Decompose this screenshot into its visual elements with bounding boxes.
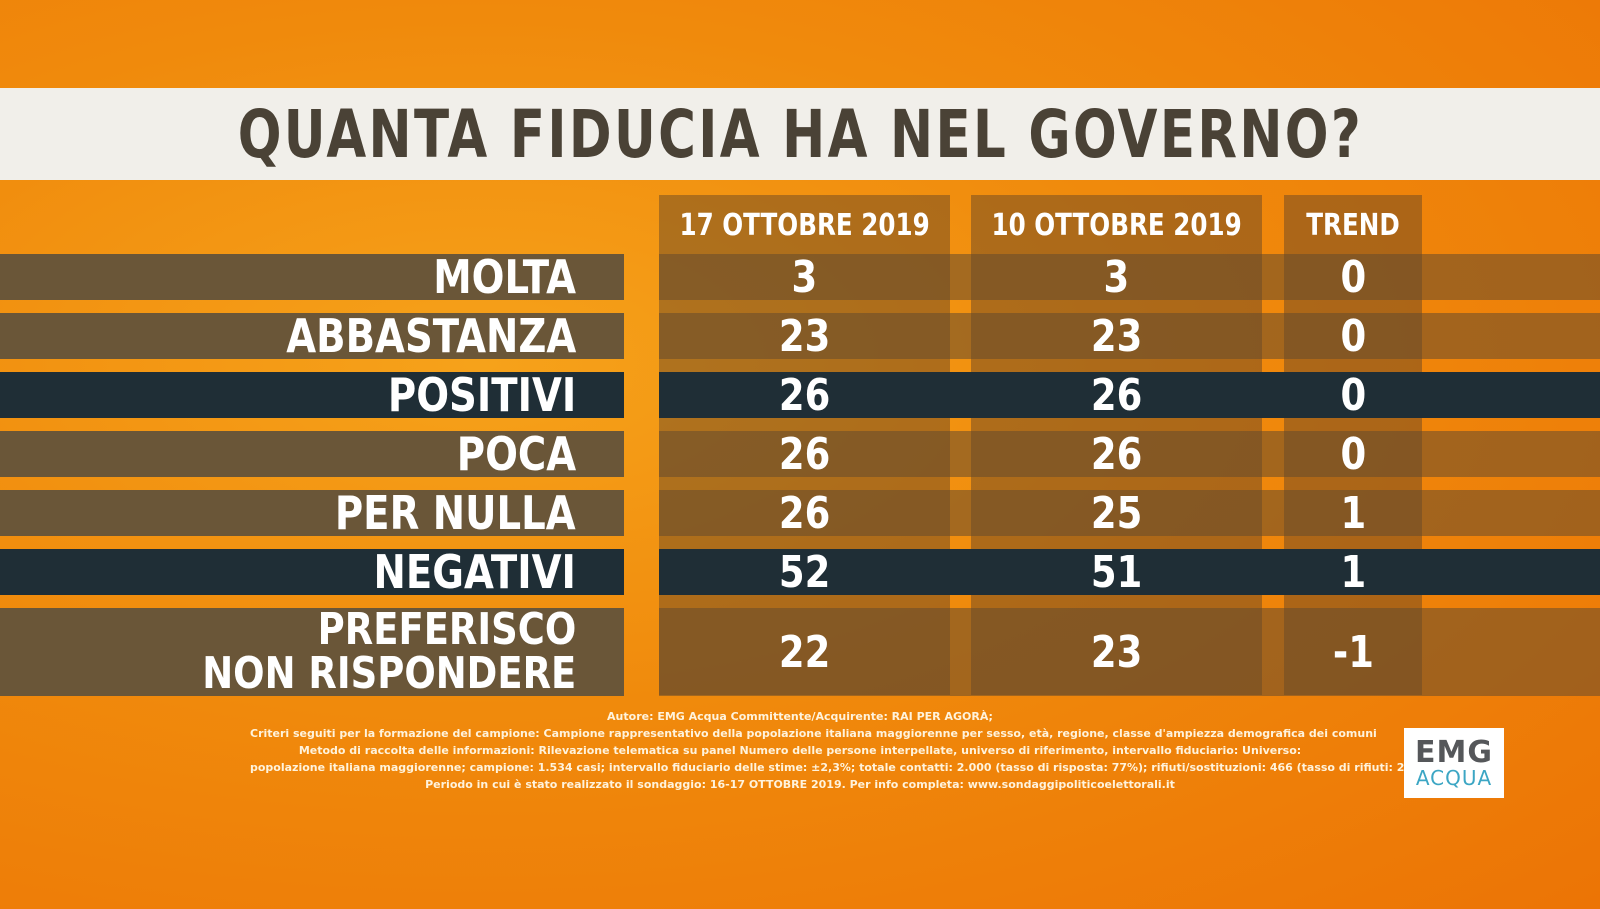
row-background xyxy=(659,431,1600,477)
row-background xyxy=(659,549,1600,595)
value-label: 25 xyxy=(1090,487,1143,539)
row-label-text: NEGATIVI xyxy=(373,545,576,599)
row-label: NEGATIVI xyxy=(0,549,624,595)
column-header-label: 17 OTTOBRE 2019 xyxy=(679,207,930,243)
value-label: 26 xyxy=(778,428,831,480)
row-label: MOLTA xyxy=(0,254,624,300)
value-cell: 26 xyxy=(659,369,950,421)
row-label: PER NULLA xyxy=(0,490,624,536)
value-label: 51 xyxy=(1090,546,1143,598)
row-label: PREFERISCO NON RISPONDERE xyxy=(0,608,624,696)
row-label-text: POCA xyxy=(456,427,576,481)
row-background xyxy=(659,313,1600,359)
value-label: 26 xyxy=(778,487,831,539)
value-label: 1 xyxy=(1340,546,1366,598)
logo-text-bottom: ACQUA xyxy=(1415,766,1493,790)
value-cell: 0 xyxy=(1284,369,1422,421)
value-label: 26 xyxy=(1090,369,1143,421)
value-cell: 52 xyxy=(659,546,950,598)
row-label: POSITIVI xyxy=(0,372,624,418)
column-header-label: TREND xyxy=(1306,207,1400,243)
value-cell: 0 xyxy=(1284,251,1422,303)
row-label-text: PER NULLA xyxy=(335,486,576,540)
value-cell: -1 xyxy=(1284,608,1422,696)
row-background xyxy=(659,254,1600,300)
value-cell: 23 xyxy=(971,310,1262,362)
methodology-footer: Autore: EMG Acqua Committente/Acquirente… xyxy=(250,708,1433,793)
value-label: 23 xyxy=(1090,626,1143,678)
row-label-text: MOLTA xyxy=(433,250,576,304)
value-label: 0 xyxy=(1340,251,1366,303)
value-cell: 22 xyxy=(659,608,950,696)
value-label: 0 xyxy=(1340,428,1366,480)
value-cell: 23 xyxy=(659,310,950,362)
footer-line: Autore: EMG Acqua Committente/Acquirente… xyxy=(607,710,993,723)
row-label: ABBASTANZA xyxy=(0,313,624,359)
value-label: 52 xyxy=(778,546,831,598)
row-background xyxy=(659,608,1600,696)
row-label-text: PREFERISCO NON RISPONDERE xyxy=(202,608,576,696)
chart-title: QUANTA FIDUCIA HA NEL GOVERNO? xyxy=(237,95,1363,173)
value-label: 26 xyxy=(1090,428,1143,480)
value-cell: 0 xyxy=(1284,310,1422,362)
value-label: 23 xyxy=(1090,310,1143,362)
value-cell: 25 xyxy=(971,487,1262,539)
title-bar: QUANTA FIDUCIA HA NEL GOVERNO? xyxy=(0,88,1600,180)
column-header: 17 OTTOBRE 2019 xyxy=(659,200,950,250)
value-cell: 51 xyxy=(971,546,1262,598)
value-label: 23 xyxy=(778,310,831,362)
value-cell: 26 xyxy=(971,369,1262,421)
footer-line: Metodo di raccolta delle informazioni: R… xyxy=(298,744,1302,757)
value-cell: 1 xyxy=(1284,546,1422,598)
row-background xyxy=(659,372,1600,418)
logo-text-top: EMG xyxy=(1415,735,1493,770)
value-label: -1 xyxy=(1332,626,1374,678)
value-cell: 3 xyxy=(971,251,1262,303)
value-cell: 26 xyxy=(971,428,1262,480)
value-label: 26 xyxy=(778,369,831,421)
column-header: TREND xyxy=(1284,200,1422,250)
row-label: POCA xyxy=(0,431,624,477)
value-label: 3 xyxy=(1103,251,1130,303)
footer-line: popolazione italiana maggiorenne; campio… xyxy=(250,761,1433,774)
value-cell: 1 xyxy=(1284,487,1422,539)
value-cell: 0 xyxy=(1284,428,1422,480)
row-label-line: NON RISPONDERE xyxy=(201,648,576,699)
value-cell: 26 xyxy=(659,428,950,480)
row-label-line: PREFERISCO xyxy=(317,604,576,655)
value-cell: 23 xyxy=(971,608,1262,696)
value-label: 22 xyxy=(778,626,831,678)
value-label: 0 xyxy=(1340,369,1366,421)
value-label: 3 xyxy=(791,251,818,303)
column-header: 10 OTTOBRE 2019 xyxy=(971,200,1262,250)
value-label: 0 xyxy=(1340,310,1366,362)
row-background xyxy=(659,490,1600,536)
footer-line: Criteri seguiti per la formazione del ca… xyxy=(250,727,1377,740)
footer-line: Periodo in cui è stato realizzato il son… xyxy=(425,778,1175,791)
value-cell: 26 xyxy=(659,487,950,539)
emg-acqua-logo: EMG ACQUA xyxy=(1404,728,1504,798)
row-label-text: POSITIVI xyxy=(387,368,576,422)
value-cell: 3 xyxy=(659,251,950,303)
column-header-label: 10 OTTOBRE 2019 xyxy=(991,207,1242,243)
row-label-text: ABBASTANZA xyxy=(285,309,576,363)
value-label: 1 xyxy=(1340,487,1366,539)
